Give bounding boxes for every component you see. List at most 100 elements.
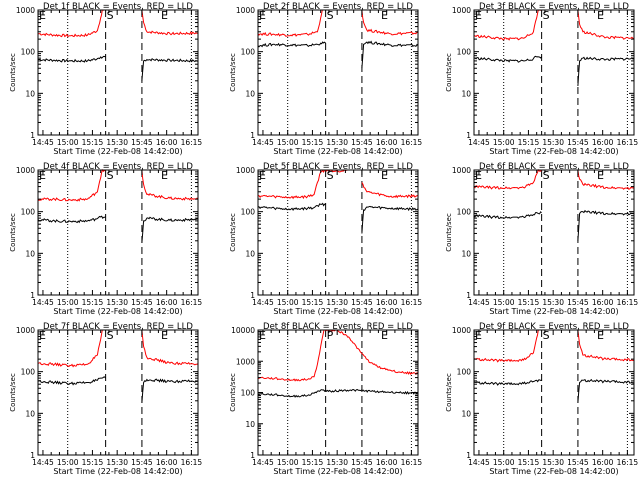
- events-series-line: [141, 57, 199, 81]
- events-series-line: [37, 376, 106, 386]
- y-tick-label: 1: [30, 131, 35, 140]
- event-marker-label: E: [597, 329, 604, 342]
- x-axis-label: Start Time (22-Feb-08 14:42:00): [489, 307, 618, 316]
- x-tick-label: 15:30: [542, 298, 564, 307]
- x-tick-label: 15:00: [57, 458, 79, 467]
- y-axis-label: Counts/sec: [229, 213, 237, 252]
- x-tick-label: 15:15: [82, 458, 104, 467]
- events-series-line: [577, 209, 635, 241]
- x-tick-label: 15:00: [493, 458, 515, 467]
- y-tick-label: 10: [461, 89, 471, 98]
- y-tick-label: 1000: [16, 326, 35, 335]
- event-marker-label: S: [107, 329, 114, 342]
- x-tick-label: 14:45: [468, 458, 490, 467]
- chart-title: Det 4f BLACK = Events, RED = LLD: [43, 162, 193, 172]
- x-tick-label: 15:30: [106, 298, 128, 307]
- x-tick-label: 15:15: [518, 298, 540, 307]
- y-tick-label: 1000: [236, 6, 255, 15]
- y-tick-label: 1000: [16, 166, 35, 175]
- y-axis-label: Counts/sec: [445, 213, 453, 252]
- y-tick-label: 1000: [452, 326, 471, 335]
- y-tick-label: 10: [25, 89, 35, 98]
- event-marker-label: E: [161, 9, 168, 22]
- lld-series-line: [577, 169, 635, 190]
- events-series-line: [577, 378, 635, 403]
- lld-series-line: [577, 9, 635, 40]
- y-tick-label: 100: [241, 389, 256, 398]
- y-tick-label: 100: [241, 208, 256, 217]
- x-tick-label: 14:45: [252, 458, 274, 467]
- event-marker-label: E: [259, 329, 266, 342]
- lld-series-line: [577, 329, 635, 362]
- x-tick-label: 16:00: [376, 298, 398, 307]
- lld-series-line: [257, 329, 419, 382]
- y-tick-label: 100: [21, 368, 36, 377]
- plot-frame: [257, 9, 419, 136]
- x-tick-label: 15:30: [106, 458, 128, 467]
- y-tick-label: 100: [457, 368, 472, 377]
- y-tick-label: 10: [461, 249, 471, 258]
- lld-series-line: [37, 329, 106, 368]
- x-tick-label: 16:15: [401, 298, 423, 307]
- lld-series-line: [141, 169, 199, 201]
- x-tick-label: 15:15: [302, 298, 324, 307]
- x-tick-label: 16:15: [617, 138, 639, 147]
- lld-series-line: [473, 329, 542, 363]
- x-axis-label: Start Time (22-Feb-08 14:42:00): [489, 147, 618, 156]
- x-tick-label: 14:45: [252, 298, 274, 307]
- y-tick-label: 1000: [236, 166, 255, 175]
- y-axis-label: Counts/sec: [445, 373, 453, 412]
- y-tick-label: 10: [245, 420, 255, 429]
- event-marker-label: E: [381, 169, 388, 182]
- event-marker-label: S: [107, 169, 114, 182]
- events-series-line: [361, 205, 419, 234]
- x-tick-label: 15:30: [326, 298, 348, 307]
- events-series-line: [141, 378, 199, 403]
- x-tick-label: 16:15: [181, 138, 203, 147]
- event-marker-label: S: [543, 329, 550, 342]
- chart-title: Det 9f BLACK = Events, RED = LLD: [479, 322, 629, 332]
- y-tick-label: 10: [25, 249, 35, 258]
- event-marker-label: E: [597, 169, 604, 182]
- events-series-line: [474, 55, 542, 63]
- events-series-line: [473, 379, 542, 386]
- lld-series-line: [473, 9, 542, 41]
- lld-series-line: [473, 169, 542, 190]
- events-series-line: [141, 216, 199, 243]
- lld-series-line: [141, 9, 199, 36]
- event-marker-label: S: [107, 9, 114, 22]
- chart-title: Det 1f BLACK = Events, RED = LLD: [43, 2, 193, 12]
- plot-frame: [37, 169, 199, 296]
- events-series-line: [257, 388, 419, 398]
- x-tick-label: 16:15: [181, 298, 203, 307]
- plot-frame: [257, 169, 419, 296]
- x-tick-label: 15:15: [82, 138, 104, 147]
- y-tick-label: 1: [30, 451, 35, 460]
- lld-series-line: [257, 9, 326, 37]
- chart-title: Det 2f BLACK = Events, RED = LLD: [263, 2, 413, 12]
- x-tick-label: 16:00: [592, 138, 614, 147]
- y-tick-label: 1000: [236, 357, 255, 366]
- event-marker-label: E: [475, 329, 482, 342]
- x-tick-label: 15:15: [82, 298, 104, 307]
- x-tick-label: 14:45: [468, 138, 490, 147]
- events-series-line: [577, 56, 635, 87]
- x-tick-label: 15:00: [57, 298, 79, 307]
- x-tick-label: 14:45: [252, 138, 274, 147]
- x-tick-label: 16:00: [592, 458, 614, 467]
- y-tick-label: 1: [466, 131, 471, 140]
- events-series-line: [37, 215, 106, 224]
- y-tick-label: 1: [466, 291, 471, 300]
- x-tick-label: 15:45: [567, 458, 589, 467]
- event-marker-label: E: [259, 169, 266, 182]
- x-tick-label: 16:00: [592, 298, 614, 307]
- x-tick-label: 15:45: [131, 298, 153, 307]
- event-marker-label: E: [475, 9, 482, 22]
- x-tick-label: 16:15: [401, 458, 423, 467]
- y-tick-label: 10000: [231, 326, 255, 335]
- x-tick-label: 16:15: [617, 298, 639, 307]
